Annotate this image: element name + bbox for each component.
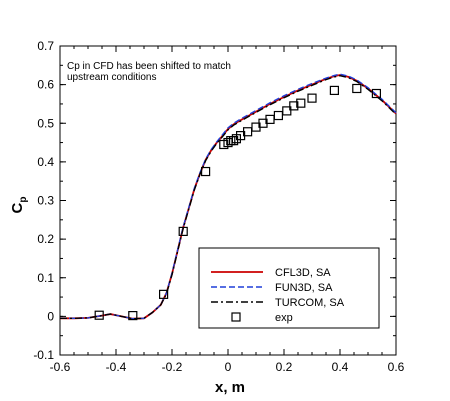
x-tick-label: -0.4 <box>106 360 127 374</box>
legend-label-4: exp <box>275 312 293 324</box>
y-tick-label: -0.1 <box>33 348 54 362</box>
x-tick-label: 0.6 <box>388 360 405 374</box>
exp-data-point <box>201 166 211 177</box>
exp-data-point <box>352 83 362 94</box>
y-tick-label: 0.6 <box>37 78 54 92</box>
annotation-line-2: upstream conditions <box>67 72 157 83</box>
y-tick-label: 0.2 <box>37 232 54 246</box>
y-tick-label: 0.4 <box>37 155 54 169</box>
legend: CFL3D, SA FUN3D, SA TURCOM, SA exp <box>198 247 380 329</box>
exp-data-point <box>371 88 381 99</box>
annotation: Cp in CFD has been shifted to match upst… <box>67 61 231 83</box>
annotation-line-1: Cp in CFD has been shifted to match <box>67 61 231 72</box>
exp-data-point <box>243 127 253 137</box>
x-tick-label: -0.2 <box>162 360 183 374</box>
x-tick-label: 0.2 <box>276 360 293 374</box>
legend-box <box>198 247 380 329</box>
y-axis-title-subscript: p <box>18 197 29 203</box>
exp-data-point <box>273 110 283 121</box>
legend-label-2: FUN3D, SA <box>275 282 333 294</box>
y-tick-label: 0.7 <box>37 39 54 53</box>
exp-data-point <box>229 136 239 146</box>
exp-data-point <box>178 226 188 236</box>
x-axis-title: x, m <box>215 379 245 396</box>
exp-data-point <box>128 311 138 321</box>
exp-data-point <box>307 93 317 103</box>
x-tick-label: 0 <box>225 360 232 374</box>
y-tick-label: 0.1 <box>37 271 54 285</box>
legend-label-1: CFL3D, SA <box>275 267 331 279</box>
y-tick-label: 0.5 <box>37 116 54 130</box>
y-tick-label: 0 <box>47 309 54 323</box>
x-tick-label: 0.4 <box>332 360 349 374</box>
y-axis-title-main: C <box>9 202 26 213</box>
exp-data-point <box>296 98 306 108</box>
axis-ticks: -0.6 -0.4 -0.2 0 0.2 0.4 0.6 -0.1 0 0.1 0.2 0.3 0.4 0… <box>33 39 404 374</box>
exp-data-point <box>94 310 104 320</box>
x-tick-label: -0.6 <box>50 360 71 374</box>
exp-data-point <box>289 101 299 111</box>
svg-text:Cp: Cp <box>9 197 29 214</box>
legend-marker-exp <box>231 312 241 322</box>
exp-data-point <box>329 85 339 96</box>
y-axis-title: Cp <box>9 197 29 214</box>
series-layer <box>60 73 397 321</box>
legend-label-3: TURCOM, SA <box>275 297 345 309</box>
y-tick-label: 0.3 <box>37 194 54 208</box>
series-line-3 <box>60 74 397 320</box>
exp-data-point <box>282 106 292 116</box>
exp-data-point <box>159 289 169 299</box>
